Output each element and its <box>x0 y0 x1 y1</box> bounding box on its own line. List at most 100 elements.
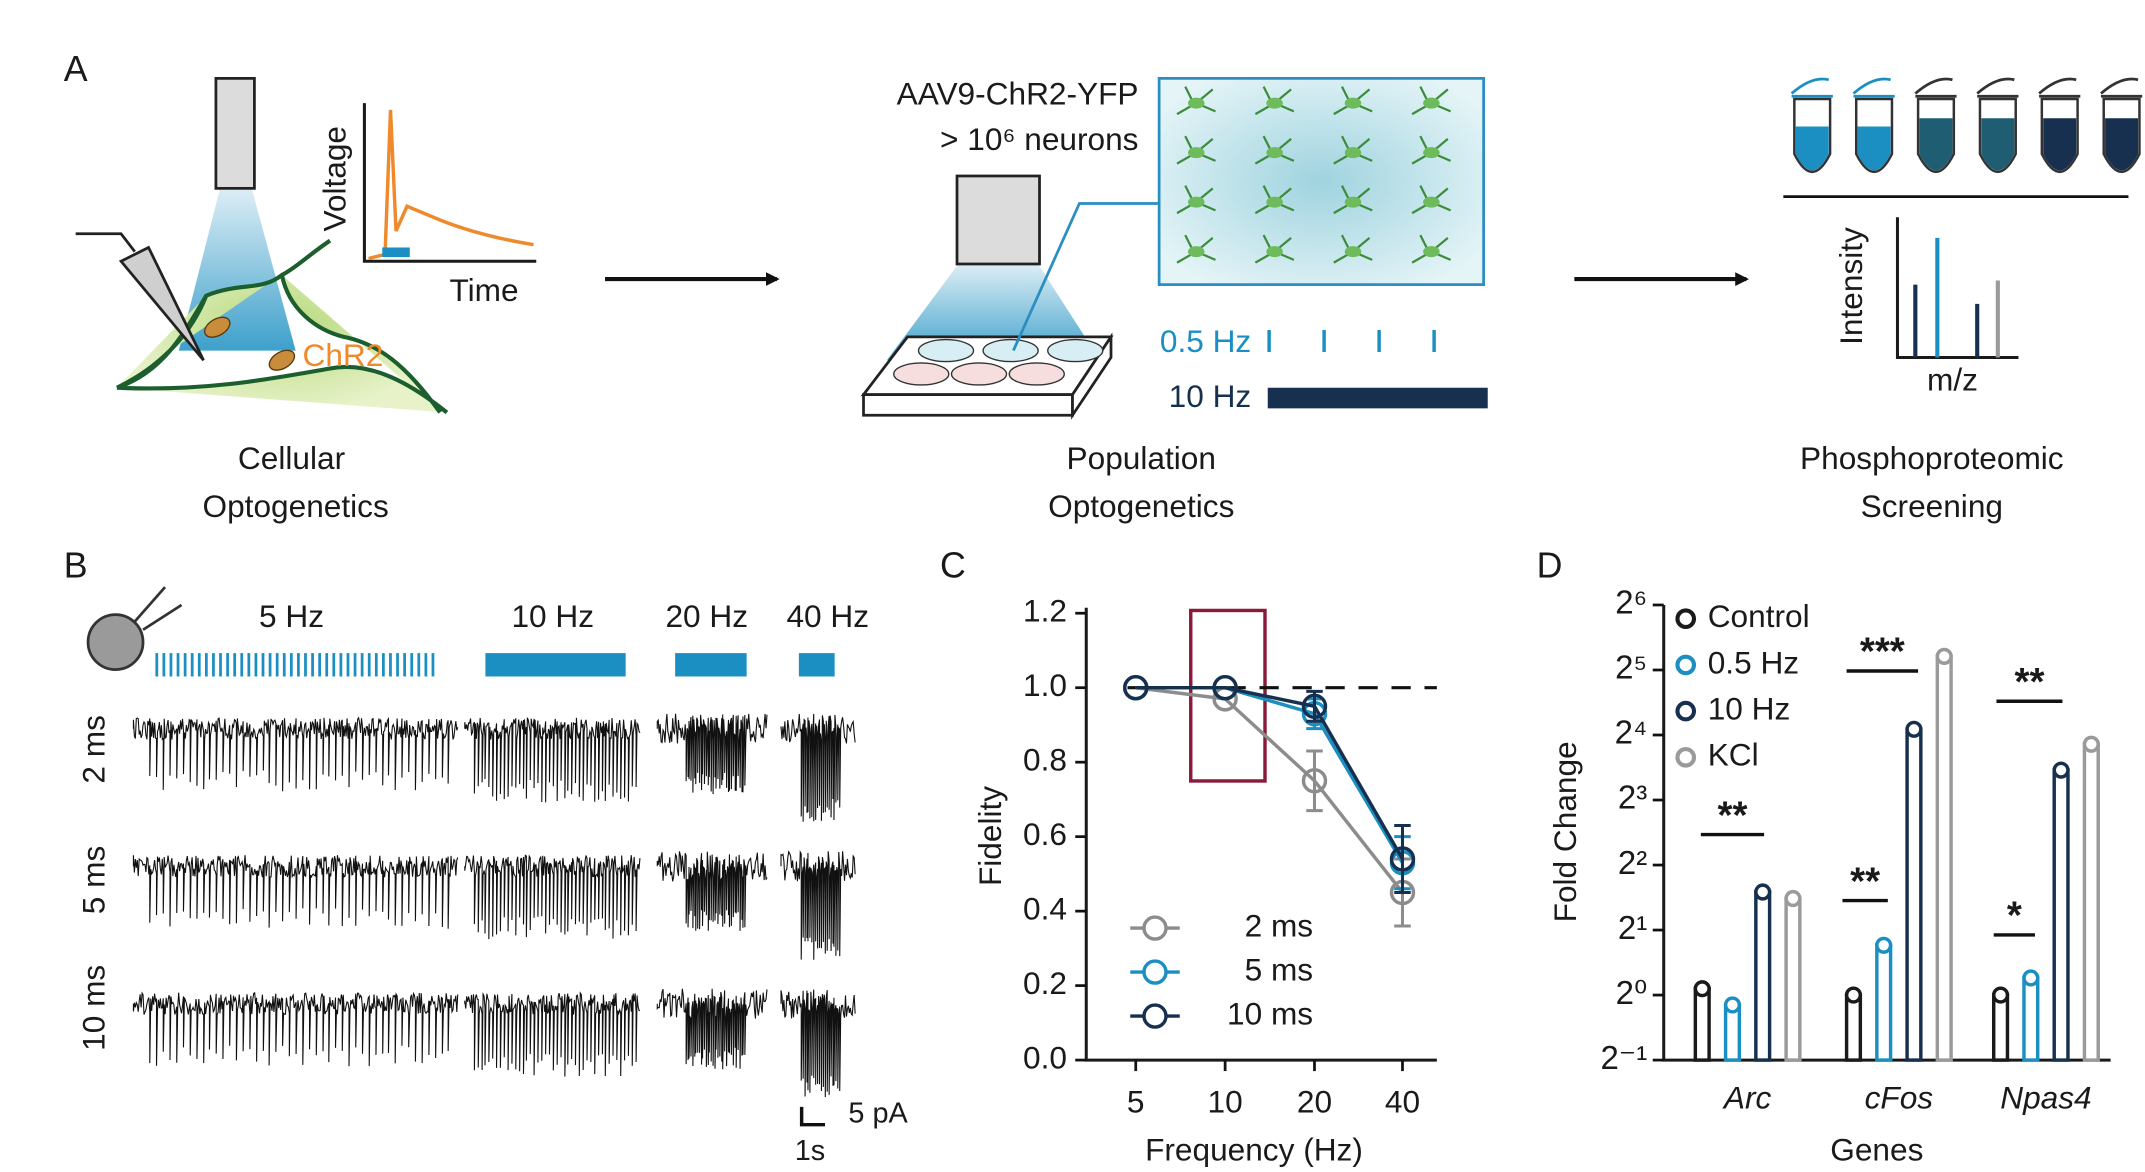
ephys-trace <box>656 851 768 931</box>
legend-marker <box>1142 1003 1168 1029</box>
section-title: Population <box>1067 440 1216 476</box>
tube-liquid <box>1919 118 1953 171</box>
y-tick-label: 0.2 <box>1023 965 1067 1001</box>
tube-cap <box>2038 77 2081 98</box>
ephys-trace <box>464 991 641 1077</box>
x-axis-label: Frequency (Hz) <box>1145 1132 1363 1168</box>
stim-label: 10 Hz <box>1169 378 1252 414</box>
bar-point <box>1844 986 1863 1004</box>
panel-label: A <box>64 49 88 89</box>
significance-label: ** <box>2014 661 2044 704</box>
marker <box>1123 674 1149 701</box>
legend-marker <box>1675 700 1697 722</box>
pulse-train <box>155 653 435 677</box>
bar-point <box>1693 980 1711 998</box>
tube-cap <box>1852 77 1895 98</box>
pulse-width-label: 2 ms <box>76 715 112 784</box>
channel <box>203 316 231 338</box>
neurons-label: > 10⁶ neurons <box>940 121 1138 157</box>
y-tick-label: 1.0 <box>1023 667 1067 703</box>
cultured-soma <box>1266 196 1283 208</box>
well <box>950 362 1008 386</box>
section-title: Optogenetics <box>1048 488 1234 524</box>
cultured-soma <box>1423 97 1440 109</box>
cell-icon <box>86 613 145 671</box>
legend-label: 5 ms <box>1245 951 1314 987</box>
bar <box>1693 986 1711 1062</box>
population-diagram <box>860 76 1488 420</box>
legend-marker <box>1675 747 1697 768</box>
light-pulse <box>382 247 410 258</box>
panel-label: C <box>940 545 966 585</box>
bar-point <box>1875 936 1893 954</box>
legend-marker <box>1675 608 1697 630</box>
neuron <box>116 238 449 415</box>
lamp <box>955 174 1041 266</box>
tubes <box>1790 77 2143 173</box>
y-tick-label: 0.8 <box>1023 742 1067 778</box>
x-tick-label: Npas4 <box>2000 1079 2091 1115</box>
section-title: Optogenetics <box>203 488 389 524</box>
bar <box>1875 943 1893 1062</box>
bar <box>1935 654 1953 1062</box>
bar <box>1991 993 2010 1062</box>
frequency-label: 20 Hz <box>665 598 748 634</box>
cultured-soma <box>1187 196 1205 208</box>
chart-fidelity: 0.0 0.2 0.4 0.6 0.8 1.0 1.2 5 10 20 40 2 ms 5 ms 10 m… <box>1023 593 1437 1119</box>
plate-side <box>862 393 1074 417</box>
ephys-trace <box>464 717 641 803</box>
traces <box>132 713 856 1098</box>
legend-label: 10 ms <box>1227 995 1313 1031</box>
bar-point <box>2052 761 2070 779</box>
pipette-icon <box>133 586 167 623</box>
ephys-trace <box>656 713 768 795</box>
axis-label: m/z <box>1927 362 1978 398</box>
x-tick-label: 10 <box>1208 1083 1243 1119</box>
y-tick-label: 2³ <box>1618 779 1647 816</box>
zoom-line <box>1012 202 1160 352</box>
ephys-trace <box>132 855 459 929</box>
cultured-soma <box>1423 147 1440 159</box>
ephys-trace <box>464 854 641 940</box>
cultured-soma <box>1344 97 1362 109</box>
x-tick-label: Arc <box>1722 1079 1772 1115</box>
tube-cap <box>1790 77 1833 98</box>
bar-point <box>1784 889 1802 908</box>
y-tick-label: 2⁶ <box>1615 584 1647 621</box>
pipette <box>118 245 205 362</box>
significance-label: *** <box>1860 631 1905 674</box>
spectrum <box>1895 217 2019 359</box>
ephys-trace <box>132 991 459 1067</box>
cultured-soma <box>1423 246 1440 258</box>
ephys-trace <box>656 988 768 1070</box>
neuron-grid <box>1176 86 1452 264</box>
tube-liquid <box>1795 126 1829 171</box>
frequency-label: 10 Hz <box>511 598 594 634</box>
axis-label: Time <box>449 272 518 308</box>
y-tick-label: 2⁻¹ <box>1600 1039 1647 1076</box>
well <box>1008 362 1065 386</box>
x-tick-label: cFos <box>1865 1079 1934 1115</box>
cultured-soma <box>1423 196 1440 208</box>
y-axis-label: Fold Change <box>1547 741 1583 922</box>
well <box>893 362 950 386</box>
significance-label: * <box>2007 895 2022 938</box>
marker <box>1212 674 1238 701</box>
scale-label: 1s <box>795 1135 825 1167</box>
bar-point <box>1905 720 1923 738</box>
error-bar <box>1394 823 1411 895</box>
well <box>917 338 975 363</box>
tube-liquid <box>1981 118 2015 171</box>
marker <box>1301 768 1328 794</box>
pulse-train <box>485 653 626 677</box>
pulse-width-label: 5 ms <box>76 846 112 915</box>
ephys-trace <box>780 989 856 1098</box>
marker <box>1389 846 1416 872</box>
section-title: Screening <box>1861 488 2003 524</box>
channel <box>268 349 296 371</box>
bar <box>2022 976 2040 1062</box>
tube-liquid <box>1857 126 1891 171</box>
tube-cap <box>1976 77 2019 98</box>
